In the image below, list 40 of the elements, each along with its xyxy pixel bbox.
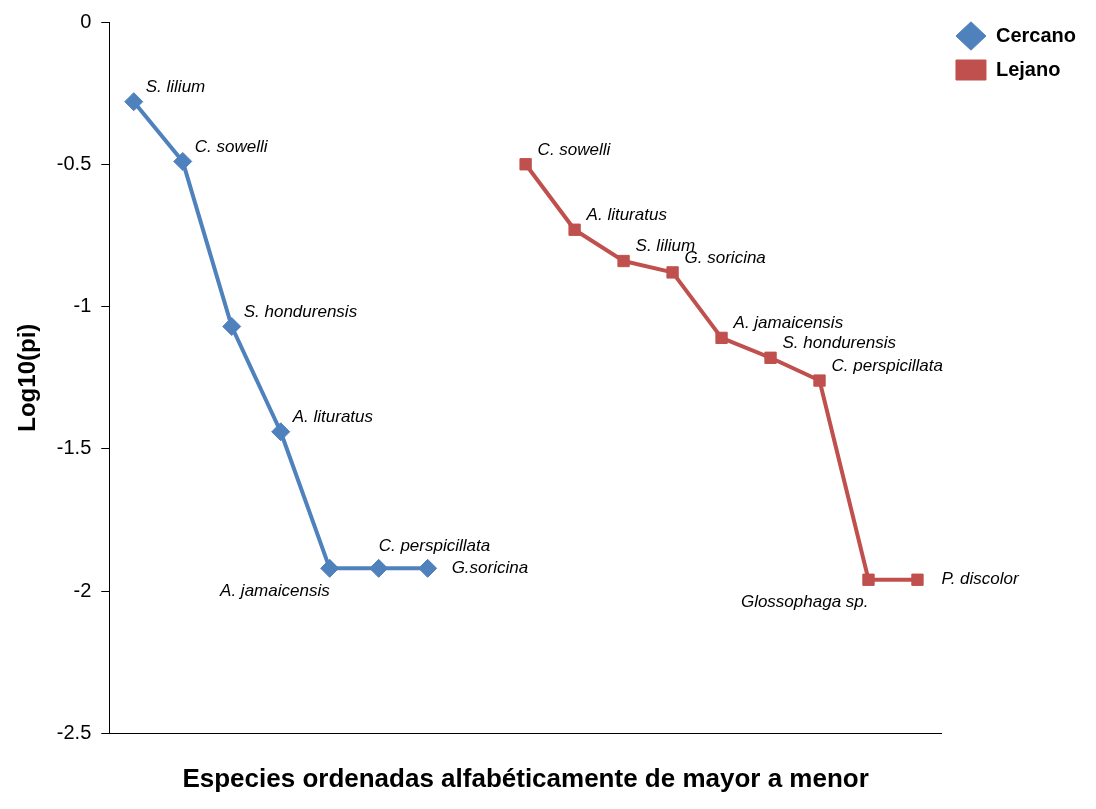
data-label: Glossophaga sp.: [740, 591, 869, 611]
point: [271, 422, 291, 442]
data-label: C. perspicillata: [378, 535, 491, 555]
point: [519, 158, 532, 171]
data-label: C. sowelli: [194, 136, 269, 156]
point: [862, 573, 875, 586]
point: [911, 573, 924, 586]
y-tick-label: -2.5: [56, 720, 92, 743]
data-label: S. hondurensis: [782, 333, 897, 353]
point: [320, 558, 340, 578]
point: [222, 316, 242, 336]
data-label: S. hondurensis: [243, 301, 358, 321]
y-axis-title: Log10(pi): [13, 323, 41, 432]
y-tick-label: -1: [73, 294, 92, 317]
legend-label: Cercano: [995, 23, 1076, 46]
data-label: A. lituratus: [291, 407, 374, 426]
point: [418, 558, 438, 578]
point: [666, 266, 679, 279]
data-label: S. lilium: [145, 76, 206, 96]
y-tick-label: -0.5: [56, 151, 92, 174]
point: [369, 558, 389, 578]
point: [813, 374, 826, 387]
point: [617, 254, 630, 268]
y-tick-label: -1.5: [56, 436, 92, 459]
point: [764, 351, 777, 364]
data-label: G.soricina: [451, 558, 529, 578]
point: [173, 151, 193, 171]
y-tick-label: -2: [73, 578, 92, 601]
point: [124, 92, 144, 112]
legend-label: Lejano: [995, 57, 1061, 80]
data-label: A. jamaicensis: [732, 313, 844, 333]
y-tick-label: 0: [80, 9, 92, 32]
data-label: A. lituratus: [585, 204, 668, 224]
point: [568, 223, 581, 236]
point: [715, 331, 728, 345]
data-label: C. sowelli: [537, 139, 612, 159]
data-label: A. jamaicensis: [219, 580, 331, 600]
data-label: C. perspicillata: [831, 355, 944, 375]
x-axis-title: Especies ordenadas alfabéticamente de mayor a menor: [182, 762, 869, 793]
data-label: P. discolor: [941, 569, 1020, 589]
